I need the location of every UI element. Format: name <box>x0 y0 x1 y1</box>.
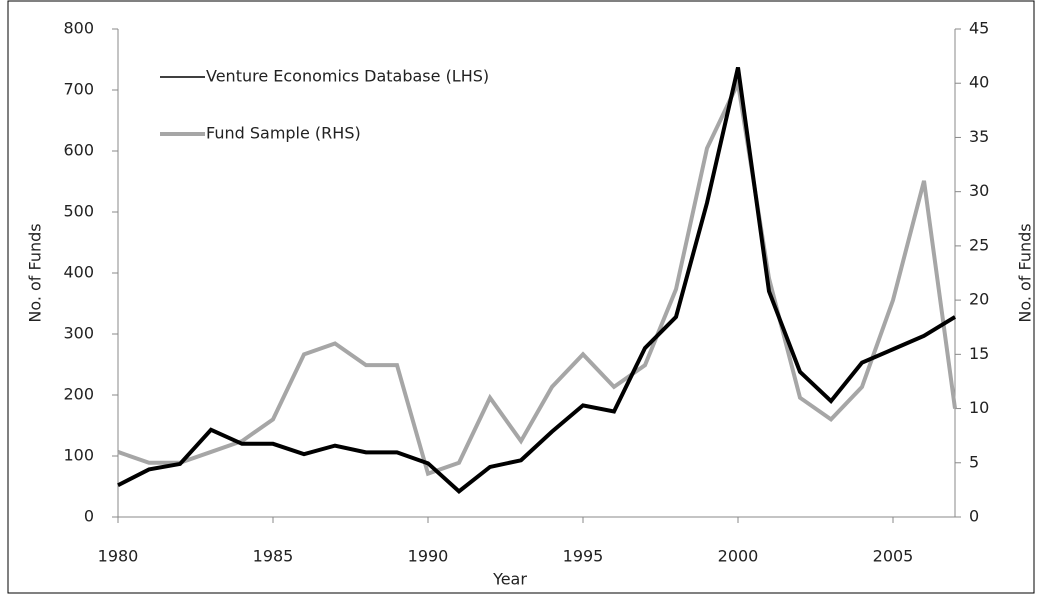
y2-tick-label: 25 <box>969 235 989 254</box>
x-axis-label: Year <box>492 570 527 589</box>
y-tick-label: 700 <box>63 80 94 99</box>
y2-tick-label: 10 <box>969 398 989 417</box>
series-line <box>117 76 957 477</box>
series-line <box>117 66 957 494</box>
y-tick-label: 0 <box>84 507 94 526</box>
y-tick-label: 100 <box>63 446 94 465</box>
x-tick-label: 1980 <box>98 547 139 566</box>
chart-frame <box>7 0 1035 594</box>
y2-tick-label: 20 <box>969 290 989 309</box>
y-tick-label: 500 <box>63 202 94 221</box>
y-tick-label: 400 <box>63 263 94 282</box>
y-tick-label: 200 <box>63 385 94 404</box>
y2-tick-label: 40 <box>969 73 989 92</box>
y-axis-label: No. of Funds <box>26 223 45 322</box>
legend-label: Venture Economics Database (LHS) <box>206 67 489 86</box>
y2-tick-label: 15 <box>969 344 989 363</box>
x-tick-label: 1990 <box>408 547 449 566</box>
y2-tick-label: 5 <box>969 452 979 471</box>
x-tick-label: 2005 <box>873 547 914 566</box>
x-tick-label: 1985 <box>253 547 294 566</box>
x-tick-label: 2000 <box>718 547 759 566</box>
y-tick-label: 600 <box>63 141 94 160</box>
y-tick-label: 800 <box>63 19 94 38</box>
y2-tick-label: 35 <box>969 127 989 146</box>
y2-tick-label: 0 <box>969 507 979 526</box>
y-tick-label: 300 <box>63 324 94 343</box>
x-tick-label: 1995 <box>563 547 604 566</box>
y2-axis-label: No. of Funds <box>1016 223 1035 322</box>
legend-label: Fund Sample (RHS) <box>206 124 361 143</box>
y2-tick-label: 45 <box>969 19 989 38</box>
y2-tick-label: 30 <box>969 181 989 200</box>
